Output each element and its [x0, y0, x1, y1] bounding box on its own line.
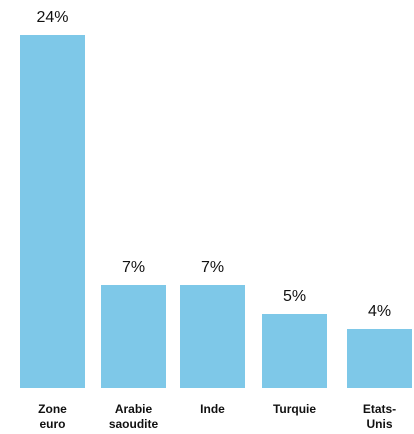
- bar: [20, 35, 85, 388]
- value-label: 7%: [200, 259, 225, 277]
- category-label: Etats-Unis: [362, 402, 397, 431]
- value-label: 4%: [367, 303, 392, 321]
- value-label: 5%: [282, 288, 307, 306]
- bar: [347, 329, 412, 388]
- value-label: 7%: [121, 259, 146, 277]
- bar: [101, 285, 166, 388]
- bar: [180, 285, 245, 388]
- category-label: Inde: [200, 402, 225, 416]
- value-label: 24%: [36, 9, 69, 26]
- bar: [262, 314, 327, 388]
- category-label: Arabie saoudite: [108, 402, 159, 431]
- category-label: Turquie: [272, 402, 317, 416]
- category-label: Zone euro: [38, 402, 67, 431]
